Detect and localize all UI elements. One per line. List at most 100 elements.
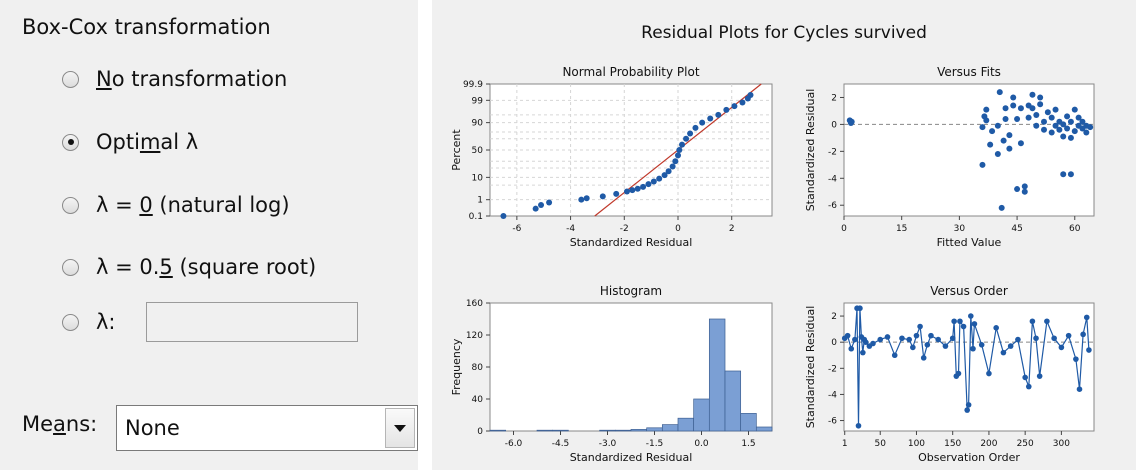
probability-point — [613, 190, 620, 197]
order-point — [951, 318, 957, 325]
probability-x-label: Standardized Residual — [570, 236, 693, 249]
means-label: Means: — [22, 412, 98, 436]
order-x-tick-label: 50 — [875, 439, 887, 449]
order-y-tick-label: 2 — [831, 312, 837, 322]
order-point — [949, 335, 956, 342]
order-point — [971, 321, 978, 327]
histogram-bar — [630, 429, 648, 432]
radio-lambda-half[interactable] — [62, 258, 79, 276]
order-point — [917, 323, 923, 330]
histogram-bar — [677, 417, 695, 432]
histogram-x-tick-label: -6.0 — [505, 439, 523, 449]
probability-x-tick-label: 2 — [729, 224, 735, 234]
histogram-y-label: Frequency — [450, 338, 463, 395]
histogram-bar — [693, 398, 710, 432]
fits-point — [1010, 94, 1017, 101]
fits-point — [996, 89, 1003, 96]
fits-point — [1033, 122, 1040, 129]
histogram-x-tick-label: 0.0 — [694, 439, 709, 449]
histogram-bar — [708, 318, 726, 432]
histogram-bar — [755, 426, 773, 432]
radio-label-lambda-custom: λ: — [96, 310, 116, 334]
fits-x-label: Fitted Value — [937, 236, 1002, 249]
probability-point — [623, 188, 630, 195]
fits-title: Versus Fits — [937, 65, 1001, 79]
radio-option-lambda-zero[interactable]: λ = 0 (natural log) — [62, 190, 290, 220]
order-point — [1065, 332, 1072, 339]
histogram-title: Histogram — [600, 284, 662, 298]
probability-point — [629, 187, 636, 194]
probability-point — [640, 183, 647, 190]
histogram-bar — [646, 427, 663, 432]
probability-point — [532, 205, 539, 212]
fits-point — [1048, 129, 1055, 136]
probability-y-tick-label: 90 — [472, 119, 484, 129]
radio-lambda-zero[interactable] — [62, 196, 79, 214]
histogram-plot: Histogram -6.0 -4.5 -3.0 -1.5 0.0 1.5 0 40 80 120 1… — [450, 284, 773, 464]
probability-point — [679, 141, 686, 148]
order-point — [1015, 336, 1021, 343]
fits-point — [1014, 116, 1021, 123]
probability-point — [634, 185, 641, 192]
radio-option-lambda-half[interactable]: λ = 0.5 (square root) — [62, 252, 316, 282]
order-point — [964, 407, 970, 413]
fits-point — [1006, 145, 1013, 152]
versus-fits-plot: Versus Fits 0 15 30 45 60 2 0 -2 -4 -6 Fitted Value… — [804, 65, 1095, 249]
radio-optimal-lambda[interactable] — [62, 133, 79, 151]
radio-label-lambda-half: λ = 0.5 (square root) — [96, 255, 317, 279]
lambda-value-input[interactable] — [146, 302, 358, 342]
probability-point — [683, 135, 690, 142]
histogram-y-tick-label: 0 — [477, 427, 483, 437]
histogram-bar — [740, 413, 757, 432]
radio-option-optimal-lambda[interactable]: Optimal λ — [62, 127, 198, 157]
fits-point — [1064, 125, 1071, 132]
fits-point — [1056, 126, 1063, 133]
order-point — [1076, 386, 1083, 393]
means-select[interactable]: None — [116, 405, 418, 451]
fits-point — [1037, 94, 1044, 101]
radio-option-no-transformation[interactable]: No transformation — [62, 64, 287, 94]
radio-lambda-custom[interactable] — [62, 313, 79, 331]
residual-plots-panel: Residual Plots for Cycles survived Norma… — [432, 0, 1136, 470]
fits-point — [983, 117, 990, 124]
fits-point — [1064, 113, 1071, 120]
order-x-tick-label: 300 — [1053, 439, 1070, 449]
probability-point — [672, 158, 679, 165]
fits-point — [1067, 171, 1074, 178]
order-point — [1036, 373, 1043, 379]
probability-point — [650, 178, 657, 185]
order-point — [1044, 318, 1050, 325]
radio-label-lambda-zero: λ = 0 (natural log) — [96, 193, 290, 217]
order-point — [906, 336, 913, 343]
histogram-bar — [599, 429, 616, 432]
probability-point — [707, 115, 714, 122]
fits-point — [1002, 105, 1009, 112]
histogram-y-tick-label: 120 — [466, 331, 483, 341]
order-point — [855, 422, 862, 429]
order-point — [884, 334, 891, 340]
order-point — [899, 335, 905, 342]
probability-point — [676, 147, 683, 153]
probability-point — [645, 181, 652, 188]
radio-option-lambda-custom[interactable]: λ: — [62, 307, 116, 337]
radio-no-transformation[interactable] — [62, 70, 79, 88]
fits-point — [1029, 91, 1036, 98]
order-point — [844, 332, 851, 339]
plots-main-title: Residual Plots for Cycles survived — [641, 23, 927, 43]
probability-point — [538, 202, 545, 209]
normal-probability-plot: Normal Probability Plot -6 -4 -2 0 2 0.1 1 10 50 9… — [450, 65, 773, 249]
histogram-x-label: Standardized Residual — [570, 451, 693, 464]
chevron-down-icon — [394, 425, 406, 432]
histogram-bar — [489, 429, 507, 432]
fits-point — [987, 141, 994, 148]
fits-point — [1041, 126, 1047, 133]
fits-point — [1052, 106, 1059, 113]
probability-x-tick-label: 0 — [675, 224, 681, 234]
fits-point — [1079, 118, 1086, 125]
order-point — [891, 352, 898, 359]
order-point — [960, 323, 967, 330]
fits-x-tick-label: 60 — [1069, 224, 1081, 234]
probability-point — [578, 196, 585, 203]
means-dropdown-button[interactable] — [385, 408, 415, 448]
order-x-tick-label: 250 — [1017, 439, 1034, 449]
